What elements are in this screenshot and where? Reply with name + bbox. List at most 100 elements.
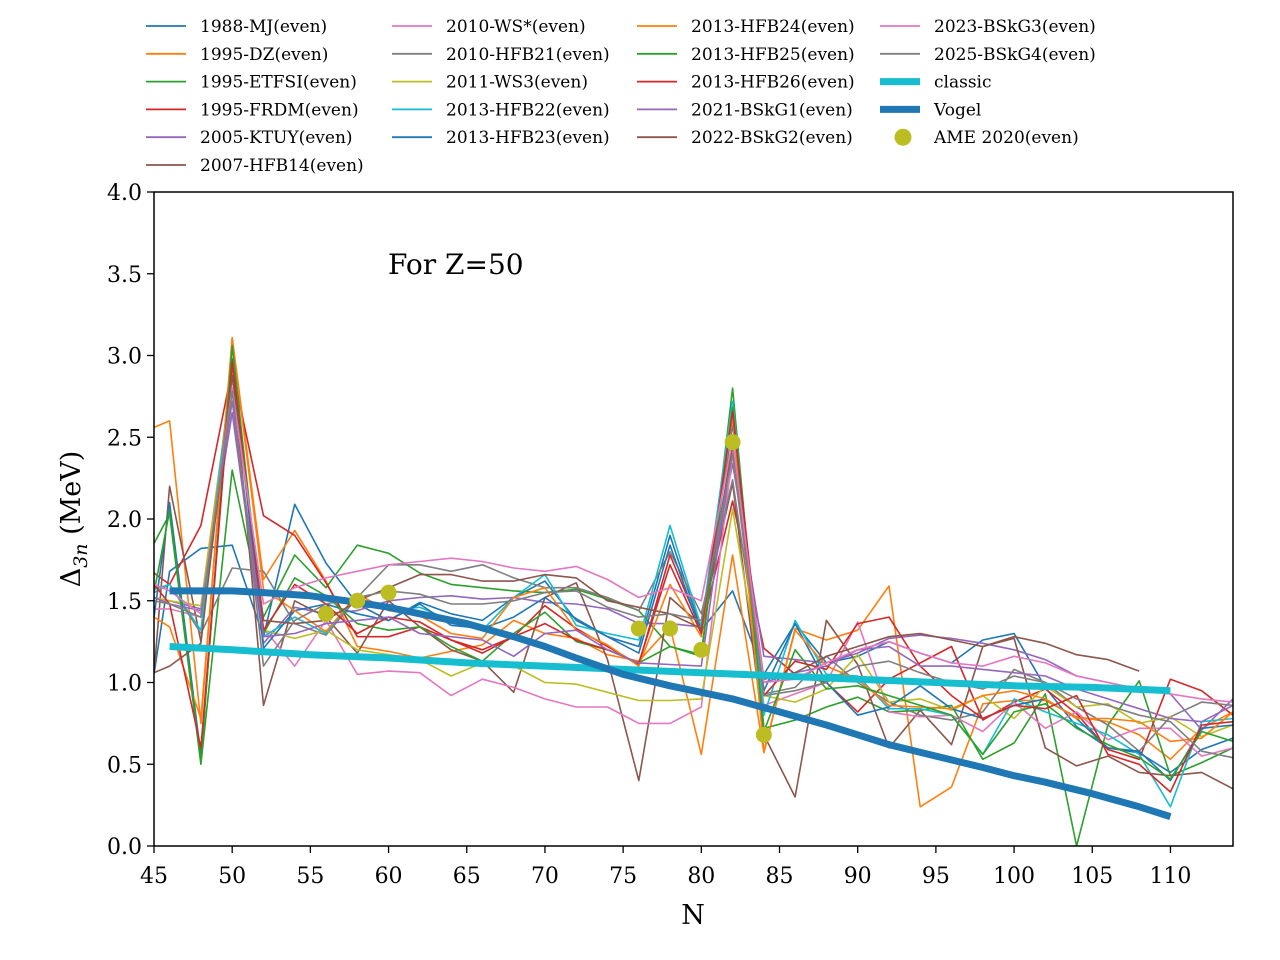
series-line-2013-hfb25-even	[154, 344, 1233, 780]
annotation: For Z=50	[388, 248, 524, 281]
series-line-2011-ws3-even	[154, 372, 1233, 738]
y-axis-label: Δ3n (MeV)	[56, 451, 92, 588]
x-tick-label: 95	[922, 864, 950, 889]
data-point	[724, 434, 741, 451]
legend-entry: 2022-BSkG2(even)	[637, 128, 853, 148]
y-axis: 0.0 0.5 1.0 1.5 2.0 2.5 3.0 3.5 4.0	[107, 181, 154, 860]
legend-label: 2013-HFB25(even)	[691, 45, 855, 65]
data-point	[349, 592, 366, 609]
plot-frame	[153, 191, 1234, 847]
series-line-2013-hfb23-even	[154, 357, 1233, 782]
legend-label: 2023-BSkG3(even)	[934, 17, 1096, 37]
legend-label: 1988-MJ(even)	[200, 17, 327, 37]
x-tick-label: 90	[844, 864, 872, 889]
legend-entry: Vogel	[880, 100, 981, 120]
series-line-2022-bskg2-even	[154, 374, 1140, 681]
x-axis: 45 50 55 60 65 70 75 80 85 90 95 100 105 110	[140, 846, 1191, 889]
legend-entry: 2013-HFB25(even)	[637, 45, 855, 65]
legend-label: classic	[934, 73, 992, 93]
legend-label: 2010-WS*(even)	[446, 17, 586, 37]
legend-label: 2021-BSkG1(even)	[691, 100, 853, 120]
x-tick-label: 50	[218, 864, 246, 889]
legend-label: 1995-ETFSI(even)	[200, 73, 357, 93]
legend-entry: 1995-DZ(even)	[146, 45, 328, 65]
series-line-1995-frdm-even	[154, 367, 1233, 761]
y-axis-label-unit: (MeV)	[56, 451, 87, 544]
legend: 1988-MJ(even) 1995-DZ(even) 1995-ETFSI(eve…	[146, 17, 1096, 176]
series-ame-2020-even	[318, 434, 772, 743]
y-tick-label: 3.0	[107, 345, 142, 370]
y-tick-label: 4.0	[107, 181, 142, 206]
legend-entry: 1995-FRDM(even)	[146, 100, 359, 120]
series-line-2013-hfb24-even	[154, 338, 1233, 753]
legend-label: 2007-HFB14(even)	[200, 156, 364, 176]
legend-entry: 2021-BSkG1(even)	[637, 100, 853, 120]
x-tick-label: 70	[531, 864, 559, 889]
legend-entry: 2011-WS3(even)	[392, 73, 588, 93]
series-layer	[154, 336, 1233, 846]
legend-entry: 2013-HFB23(even)	[392, 128, 610, 148]
x-tick-label: 45	[140, 864, 168, 889]
y-tick-label: 3.5	[107, 263, 142, 288]
y-tick-label: 2.5	[107, 426, 142, 451]
legend-label: 2011-WS3(even)	[446, 73, 588, 93]
legend-entry: 2013-HFB22(even)	[392, 100, 610, 120]
legend-label: 2005-KTUY(even)	[200, 128, 353, 148]
legend-label: Vogel	[933, 100, 981, 120]
series-line-2005-ktuy-even	[154, 411, 1233, 731]
x-tick-label: 75	[609, 864, 637, 889]
legend-entry: 2013-HFB26(even)	[637, 73, 855, 93]
y-axis-label-subscript: 3n	[70, 543, 92, 567]
data-point	[380, 584, 397, 601]
series-line-1995-dz-even	[154, 336, 1233, 808]
legend-label: AME 2020(even)	[933, 128, 1079, 148]
legend-entry: 2007-HFB14(even)	[146, 156, 364, 176]
series-line-2021-bskg1-even	[154, 400, 1233, 723]
legend-entry: AME 2020(even)	[894, 128, 1079, 148]
legend-entry: 2010-WS*(even)	[392, 17, 586, 37]
x-axis-label: N	[681, 900, 705, 931]
data-point	[755, 726, 772, 743]
legend-entry: 1995-ETFSI(even)	[146, 73, 357, 93]
legend-label: 1995-FRDM(even)	[200, 100, 359, 120]
y-tick-label: 1.0	[107, 672, 142, 697]
y-tick-label: 2.0	[107, 508, 142, 533]
data-point	[693, 641, 710, 658]
data-point	[662, 620, 679, 637]
legend-entry: 2005-KTUY(even)	[146, 128, 353, 148]
legend-label: 2025-BSkG4(even)	[934, 45, 1096, 65]
legend-entry: 1988-MJ(even)	[146, 17, 327, 37]
legend-entry: 2013-HFB24(even)	[637, 17, 855, 37]
legend-entry: 2010-HFB21(even)	[392, 45, 610, 65]
legend-label: 2013-HFB23(even)	[446, 128, 610, 148]
legend-label: 2013-HFB22(even)	[446, 100, 610, 120]
series-line-1988-mj-even	[154, 503, 1233, 774]
legend-label: 1995-DZ(even)	[200, 45, 328, 65]
x-tick-label: 105	[1071, 864, 1113, 889]
x-tick-label: 65	[453, 864, 481, 889]
series-line-2013-hfb22-even	[154, 362, 1233, 808]
x-tick-label: 60	[375, 864, 403, 889]
x-tick-label: 110	[1149, 864, 1191, 889]
legend-label: 2022-BSkG2(even)	[691, 128, 853, 148]
x-tick-label: 80	[687, 864, 715, 889]
series-line-2023-bskg3-even	[154, 387, 1233, 703]
data-point	[630, 620, 647, 637]
x-tick-label: 85	[766, 864, 794, 889]
legend-label: 2013-HFB26(even)	[691, 73, 855, 93]
x-tick-label: 100	[993, 864, 1035, 889]
data-point	[318, 605, 335, 622]
x-tick-label: 55	[296, 864, 324, 889]
legend-entry: 2023-BSkG3(even)	[880, 17, 1096, 37]
y-tick-label: 1.5	[107, 590, 142, 615]
y-tick-label: 0.5	[107, 753, 142, 778]
y-axis-label-symbol: Δ	[56, 568, 87, 588]
legend-label: 2013-HFB24(even)	[691, 17, 855, 37]
legend-entry: classic	[880, 73, 992, 93]
legend-marker	[894, 128, 912, 146]
legend-label: 2010-HFB21(even)	[446, 45, 610, 65]
y-tick-label: 0.0	[107, 835, 142, 860]
legend-entry: 2025-BSkG4(even)	[880, 45, 1096, 65]
series-line-classic	[169, 643, 1171, 695]
